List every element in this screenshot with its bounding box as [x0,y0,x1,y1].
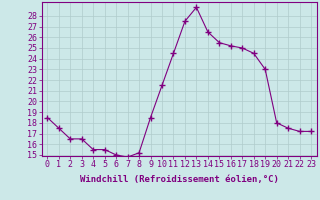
X-axis label: Windchill (Refroidissement éolien,°C): Windchill (Refroidissement éolien,°C) [80,175,279,184]
